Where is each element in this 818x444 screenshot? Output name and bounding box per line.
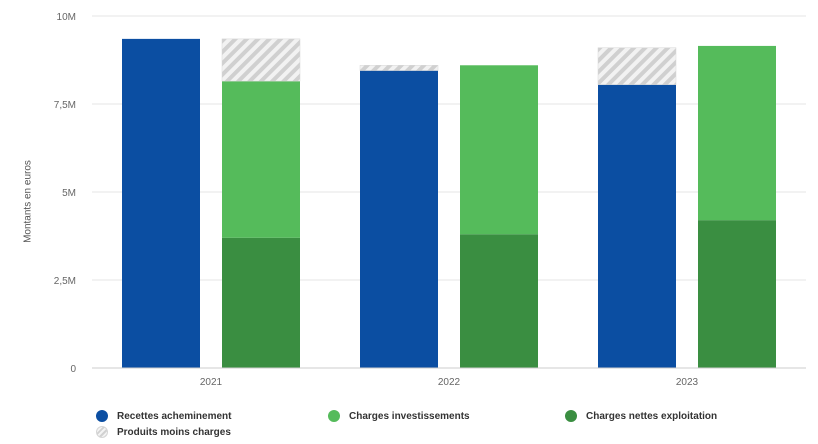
bar-segment	[359, 65, 439, 71]
legend-item-charges-investissements: Charges investissements	[328, 410, 470, 422]
legend-label: Charges investissements	[349, 410, 470, 422]
bar-segment	[460, 234, 538, 368]
bar-segment	[222, 237, 300, 368]
legend-dot-icon	[96, 410, 108, 422]
legend-dot-icon	[565, 410, 577, 422]
legend-label: Recettes acheminement	[117, 410, 232, 422]
bars-layer	[122, 38, 776, 368]
bar-segment	[360, 70, 438, 368]
bar-segment	[598, 84, 676, 368]
y-tick-label: 5M	[62, 188, 76, 199]
x-tick-label: 2023	[676, 377, 699, 388]
stacked-bar-chart: 0 2,5M 5M 7,5M 10M 2021 2022 2023	[54, 12, 806, 388]
legend-label: Charges nettes exploitation	[586, 410, 718, 422]
y-axis-title: Montants en euros	[22, 160, 34, 243]
bar-segment	[221, 38, 301, 82]
y-tick-label: 2,5M	[54, 276, 76, 287]
x-tick-label: 2022	[438, 377, 461, 388]
bar-segment	[698, 45, 776, 221]
y-tick-label: 0	[70, 364, 76, 375]
legend-item-produits-moins-charges: Produits moins charges	[96, 426, 231, 438]
legend-hatched-dot-icon	[96, 426, 108, 438]
axis-layer: 0 2,5M 5M 7,5M 10M 2021 2022 2023	[54, 12, 806, 388]
legend-item-recettes-acheminement: Recettes acheminement	[96, 410, 232, 422]
x-tick-label: 2021	[200, 377, 223, 388]
y-tick-label: 7,5M	[54, 100, 76, 111]
legend-label: Produits moins charges	[117, 426, 231, 438]
legend-item-charges-nettes-exploitation: Charges nettes exploitation	[565, 410, 717, 422]
bar-segment	[122, 38, 200, 368]
y-tick-label: 10M	[57, 12, 76, 23]
legend: Recettes acheminement Charges investisse…	[96, 410, 796, 444]
bar-segment	[460, 65, 538, 235]
legend-dot-icon	[328, 410, 340, 422]
bar-segment	[698, 220, 776, 368]
bar-segment	[222, 81, 300, 238]
bar-segment	[597, 47, 677, 85]
